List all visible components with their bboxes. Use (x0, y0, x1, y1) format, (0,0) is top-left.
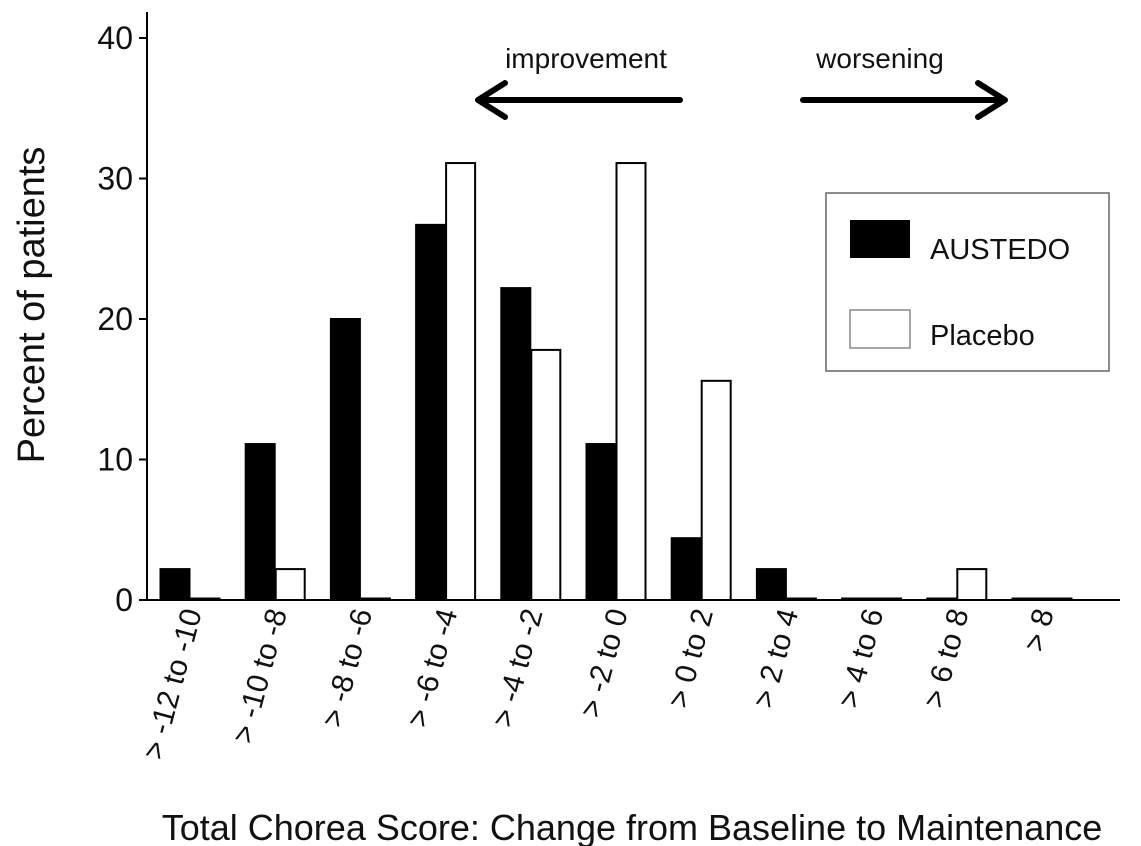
y-tick-label: 40 (97, 20, 133, 56)
legend-label-placebo: Placebo (930, 320, 1035, 352)
bar-placebo (615, 162, 647, 601)
bar-placebo (1041, 597, 1073, 601)
x-tick-label: > -12 to -10 (137, 605, 209, 763)
y-tick-label: 10 (97, 442, 133, 478)
bar-austedo (244, 443, 276, 602)
bar-placebo (785, 597, 817, 601)
bar-placebo (530, 348, 562, 601)
x-tick-label: > 2 to 4 (747, 605, 805, 711)
bar-placebo (871, 597, 903, 601)
legend-swatch-placebo (849, 309, 911, 349)
bar-austedo (585, 443, 617, 602)
improvement-label: improvement (505, 43, 667, 74)
bar-austedo (926, 597, 958, 601)
legend-label-austedo: AUSTEDO (930, 234, 1070, 266)
bar-austedo (329, 318, 361, 601)
bar-austedo (500, 287, 532, 601)
bar-austedo (841, 597, 873, 601)
bar-placebo (189, 597, 221, 601)
bar-placebo (700, 379, 732, 601)
bar-austedo (159, 568, 191, 602)
x-tick-label: > -2 to 0 (574, 605, 635, 721)
y-axis-label: Percent of patients (11, 147, 53, 464)
x-tick-label: > 8 (1018, 605, 1061, 655)
worsening-arrow-icon (800, 80, 1008, 120)
x-tick-label: > 6 to 8 (918, 605, 976, 711)
x-tick-label: > -4 to -2 (486, 605, 549, 730)
y-tick-label: 0 (115, 582, 133, 618)
bars (159, 162, 1073, 602)
bar-austedo (670, 537, 702, 601)
legend: AUSTEDO Placebo (825, 192, 1110, 372)
x-axis-label: Total Chorea Score: Change from Baseline… (162, 807, 1103, 846)
y-tick-label: 20 (97, 301, 133, 337)
improvement-arrow-icon (475, 80, 683, 120)
x-tick-label: > -8 to -6 (316, 605, 379, 730)
bar-placebo (359, 597, 391, 601)
y-ticks: 0 10 20 30 40 (97, 20, 147, 618)
bar-austedo (1011, 597, 1043, 601)
legend-swatch-austedo (850, 220, 910, 258)
bar-placebo (274, 568, 306, 602)
bar-placebo (956, 568, 988, 602)
worsening-label: worsening (815, 43, 944, 74)
x-tick-labels: > -12 to -10 > -10 to -8 > -8 to -6 > -6 to… (137, 605, 1061, 763)
bar-austedo (415, 223, 447, 602)
direction-annotations: improvement worsening (475, 43, 1008, 120)
y-tick-label: 30 (97, 161, 133, 197)
x-tick-label: > 0 to 2 (662, 605, 720, 711)
bar-austedo (755, 568, 787, 602)
bar-placebo (445, 162, 477, 601)
x-tick-label: > -6 to -4 (401, 605, 464, 730)
x-tick-label: > -10 to -8 (226, 605, 293, 746)
x-tick-label: > 4 to 6 (832, 605, 890, 711)
